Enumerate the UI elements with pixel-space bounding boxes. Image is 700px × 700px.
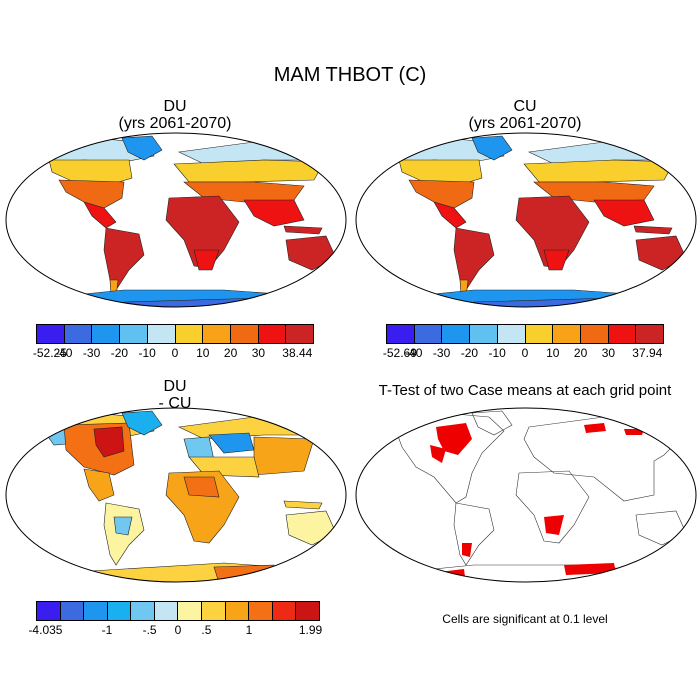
map-du (5, 132, 347, 308)
figure-title: MAM THBOT (C) (273, 64, 427, 86)
panel-cu-title: CU (yrs 2061-2070) (410, 98, 640, 132)
signif-asia (584, 423, 606, 433)
colorbar-swatch (414, 325, 443, 343)
colorbar-tick-label: -20 (110, 346, 129, 360)
panel-cu-title-line1: CU (513, 98, 537, 115)
signif-africa (544, 515, 564, 535)
colorbar-tick-label: -20 (460, 346, 479, 360)
colorbar-swatch (580, 325, 609, 343)
colorbar-swatch (470, 325, 498, 343)
colorbar-tick-label: -30 (432, 346, 451, 360)
map-diff (5, 407, 347, 583)
colorbar-swatch (553, 325, 581, 343)
colorbar-swatch (442, 325, 471, 343)
colorbar-tick-label: -10 (138, 346, 156, 360)
signif-asia2 (624, 429, 644, 435)
signif-antarctica (414, 569, 466, 582)
colorbar-tick-label: -.5 (142, 623, 157, 637)
colorbar-swatch (272, 602, 297, 620)
colorbar-swatch (84, 602, 108, 620)
map-ttest (355, 407, 697, 583)
asia-south (243, 199, 305, 227)
colorbar-tick-label: 38.44 (282, 346, 313, 360)
colorbar-swatch (636, 325, 664, 343)
colorbar-tick-label: 10 (196, 346, 210, 360)
colorbar-tick-label: 0 (174, 623, 182, 637)
na-mid (58, 179, 125, 209)
colorbar-du-labels: -52.25 -40 -30 -20 -10 0 10 20 30 38.44 (32, 346, 314, 362)
colorbar-swatch (230, 325, 259, 343)
colorbar-swatch (178, 602, 203, 620)
colorbar-swatch (120, 325, 148, 343)
colorbar-swatch (60, 602, 85, 620)
colorbar-tick-label: 0 (521, 346, 529, 360)
map-cu (355, 132, 697, 308)
colorbar-tick-label: -52.69 (382, 346, 417, 360)
na-south (83, 201, 117, 229)
colorbar-tick-label: -52.25 (32, 346, 67, 360)
panel-cu-title-line2: (yrs 2061-2070) (468, 115, 582, 132)
colorbar-tick-label: .5 (201, 623, 212, 637)
colorbar-swatch (175, 325, 204, 343)
greenland (121, 135, 163, 161)
panel-du-title: DU (yrs 2061-2070) (60, 98, 290, 132)
panel-du-title-line2: (yrs 2061-2070) (118, 115, 232, 132)
colorbar-swatch (37, 602, 61, 620)
colorbar-tick-label: -10 (488, 346, 506, 360)
panel-du-title-line1: DU (163, 98, 187, 115)
colorbar-swatch (92, 325, 121, 343)
colorbar-swatch (64, 325, 93, 343)
colorbar-cu (386, 324, 664, 344)
colorbar-tick-label: 1.99 (298, 623, 323, 637)
colorbar-tick-label: 37.94 (632, 346, 663, 360)
colorbar-tick-label: 0 (171, 346, 179, 360)
colorbar-tick-label: 1 (245, 623, 253, 637)
panel-ttest-title: T-Test of two Case means at each grid po… (378, 382, 672, 399)
colorbar-swatch (249, 602, 273, 620)
colorbar-swatch (296, 602, 319, 620)
colorbar-swatch (497, 325, 526, 343)
colorbar-diff-labels: -4.035 -1 -.5 0 .5 1 1.99 (28, 623, 323, 639)
colorbar-tick-label: 30 (251, 346, 266, 360)
colorbar-swatch (286, 325, 314, 343)
colorbar-tick-label: 10 (546, 346, 560, 360)
signif-sa (462, 543, 472, 557)
colorbar-tick-label: -40 (55, 346, 73, 360)
significance-footnote: Cells are significant at 0.1 level (442, 612, 608, 626)
colorbar-tick-label: 30 (601, 346, 616, 360)
colorbar-tick-label: -4.035 (28, 623, 63, 637)
colorbar-tick-label: -1 (101, 623, 113, 637)
colorbar-tick-label: 20 (573, 346, 588, 360)
colorbar-swatch (225, 602, 250, 620)
signif-na (436, 423, 472, 455)
colorbar-swatch (147, 325, 176, 343)
colorbar-swatch (203, 325, 231, 343)
colorbar-swatch (154, 602, 179, 620)
sa (103, 227, 145, 291)
colorbar-swatch (202, 602, 226, 620)
australia (285, 235, 337, 271)
colorbar-swatch (387, 325, 415, 343)
signif-na-south (430, 445, 446, 463)
signif-antarctica2 (564, 563, 616, 575)
colorbar-diff (36, 601, 320, 621)
panel-diff-title-line1: DU (163, 378, 187, 395)
eurasia-cool (173, 159, 325, 183)
colorbar-swatch (258, 325, 287, 343)
colorbar-swatch (107, 602, 132, 620)
colorbar-swatch (525, 325, 554, 343)
colorbar-tick-label: 20 (223, 346, 238, 360)
colorbar-swatch (608, 325, 637, 343)
colorbar-cu-labels: -52.69 -40 -30 -20 -10 0 10 20 30 37.94 (382, 346, 664, 362)
africa-south (193, 249, 220, 271)
colorbar-swatch (131, 602, 155, 620)
colorbar-du (36, 324, 314, 344)
colorbar-tick-label: -40 (405, 346, 423, 360)
colorbar-swatch (37, 325, 65, 343)
se-asia (283, 225, 323, 235)
colorbar-tick-label: -30 (82, 346, 101, 360)
